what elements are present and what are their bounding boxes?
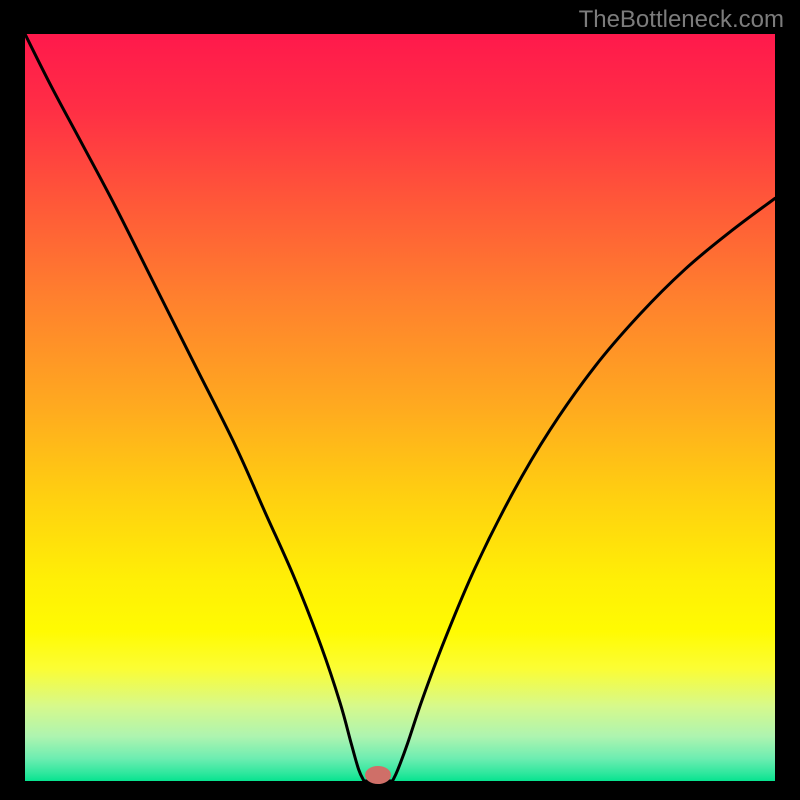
bottleneck-curve bbox=[25, 34, 775, 781]
optimum-marker bbox=[365, 766, 391, 784]
watermark-text: TheBottleneck.com bbox=[579, 6, 784, 34]
chart-area bbox=[25, 34, 775, 781]
